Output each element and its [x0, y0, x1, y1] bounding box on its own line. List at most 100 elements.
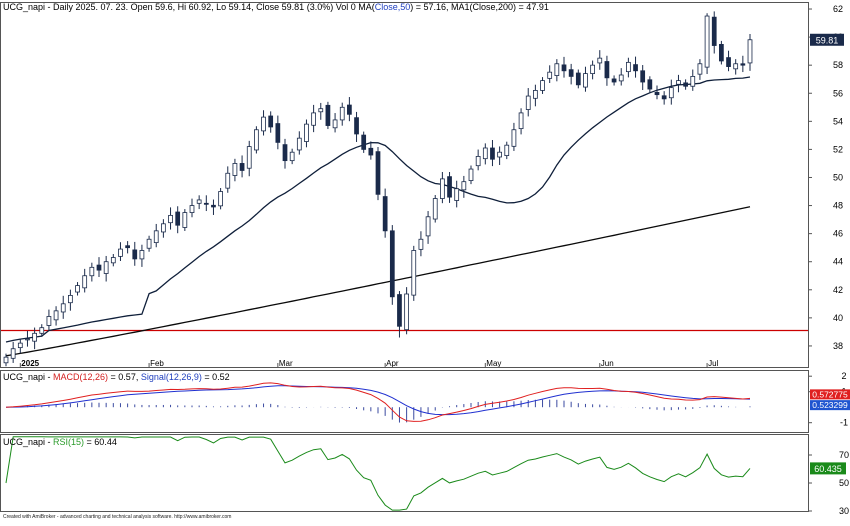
- candle-body: [404, 293, 409, 331]
- price-y-tick-label: 42: [833, 285, 843, 295]
- candle-body: [583, 73, 588, 88]
- candle-body: [604, 61, 610, 79]
- price-x-label: Jun: [601, 359, 614, 368]
- candle-body: [697, 63, 703, 75]
- candle-body: [161, 223, 166, 233]
- candle-body: [103, 261, 109, 274]
- price-y-tick-label: 50: [833, 172, 843, 182]
- candle-body: [168, 214, 173, 224]
- rsi-y-tick-label: 50: [839, 478, 849, 488]
- candle-body: [268, 115, 274, 128]
- price-y-tick-label: 40: [833, 313, 843, 323]
- rsi-y-tick-label: 30: [839, 506, 849, 516]
- price-y-tick-label: 46: [833, 229, 843, 239]
- candle-body: [10, 348, 16, 359]
- candle-body: [347, 104, 352, 115]
- candle-body: [640, 70, 646, 83]
- candle-body: [53, 310, 59, 321]
- macd-value-label: 0.572775: [812, 389, 848, 399]
- candle-body: [575, 72, 581, 86]
- candle-body: [668, 87, 674, 99]
- candle-body: [60, 303, 66, 313]
- candle-body: [146, 238, 152, 249]
- candle-body: [418, 238, 424, 250]
- price-y-tick-label: 38: [833, 341, 843, 351]
- candle-body: [218, 191, 223, 207]
- candle-body: [676, 80, 681, 85]
- candle-body: [568, 69, 574, 77]
- candle-body: [118, 248, 123, 257]
- candle-body: [211, 204, 216, 208]
- candle-body: [719, 43, 724, 62]
- price-y-tick-label: 62: [833, 4, 843, 14]
- candle-body: [482, 147, 488, 160]
- rsi-panel[interactable]: 70 50 30 60.435: [5, 436, 849, 516]
- candle-body: [110, 257, 116, 264]
- candle-body: [425, 216, 431, 237]
- candle-body: [311, 112, 316, 126]
- price-y-tick-label: 44: [833, 257, 843, 267]
- price-y-tick-label: 48: [833, 201, 843, 211]
- candle-body: [690, 76, 696, 87]
- candle-body: [504, 144, 510, 156]
- price-x-label: 2025: [21, 359, 39, 368]
- candle-body: [354, 117, 359, 135]
- candle-body: [246, 146, 252, 169]
- candle-body: [618, 74, 624, 82]
- candle-body: [68, 295, 73, 304]
- candle-body: [3, 356, 9, 364]
- candle-body: [332, 119, 338, 129]
- last-price-badge: [810, 33, 844, 46]
- candle-body: [626, 61, 631, 73]
- candle-body: [611, 78, 617, 83]
- candle-body: [289, 151, 295, 162]
- candle-body: [411, 250, 417, 296]
- candle-body: [397, 294, 402, 327]
- candle-body: [711, 16, 717, 46]
- candle-body: [17, 342, 23, 349]
- rsi-panel-header: UCG_napi - RSI(15) = 60.44: [3, 437, 117, 447]
- panel-frame: [0, 2, 809, 368]
- candle-body: [661, 95, 667, 100]
- candle-body: [475, 156, 481, 167]
- price-x-label: Feb: [150, 359, 164, 368]
- candle-body: [75, 285, 80, 293]
- candle-body: [561, 64, 567, 72]
- candle-body: [339, 106, 345, 121]
- signal-value-label: 0.523299: [812, 400, 848, 410]
- candle-body: [239, 163, 245, 171]
- macd-line: [5, 382, 751, 422]
- candle-body: [490, 147, 495, 160]
- price-panel[interactable]: 384042444648505254565860622025FebMarAprM…: [0, 4, 844, 368]
- candle-body: [654, 92, 660, 96]
- candle-body: [32, 332, 37, 342]
- panel-frame: [0, 370, 809, 433]
- candle-body: [361, 134, 367, 150]
- footer-credit: Created with AmiBroker - advanced charti…: [3, 514, 231, 520]
- candle-body: [432, 198, 438, 220]
- candle-body: [96, 264, 102, 271]
- candle-body: [726, 57, 731, 67]
- macd-value-badge: [810, 389, 850, 400]
- price-y-tick-label: 52: [833, 144, 843, 154]
- candle-body: [382, 196, 388, 232]
- candle-body: [440, 178, 445, 199]
- candle-body: [25, 338, 30, 341]
- candle-body: [189, 205, 195, 213]
- candle-body: [182, 212, 188, 228]
- price-x-label: May: [486, 359, 501, 368]
- candle-body: [547, 71, 553, 79]
- candle-body: [254, 129, 259, 151]
- macd-y-tick-label: -1: [840, 418, 848, 428]
- candle-body: [540, 80, 545, 91]
- candle-body: [747, 39, 753, 64]
- candle-body: [203, 202, 209, 205]
- candle-body: [225, 172, 231, 189]
- candle-body: [683, 82, 688, 87]
- macd-y-tick-label: 2: [841, 371, 846, 381]
- candle-body: [447, 176, 452, 198]
- rsi-y-tick-label: 70: [839, 450, 849, 460]
